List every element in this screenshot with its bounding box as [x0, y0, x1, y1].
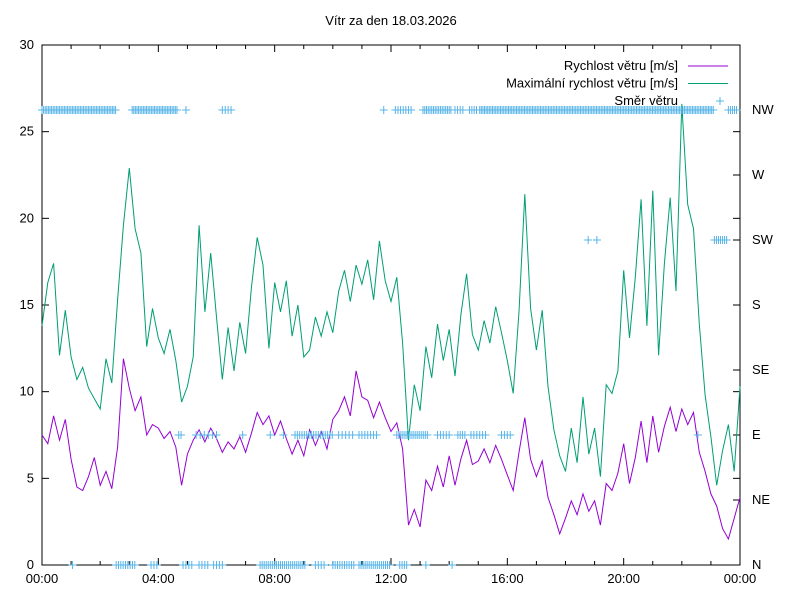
y2-axis-direction-label: E [752, 427, 761, 442]
y2-axis-direction-label: NE [752, 492, 770, 507]
y-axis-tick-label: 10 [20, 384, 34, 399]
y2-axis-direction-label: SW [752, 232, 774, 247]
y2-axis-direction-label: N [752, 557, 761, 572]
x-axis-tick-label: 00:00 [724, 571, 757, 586]
x-axis-tick-label: 08:00 [258, 571, 291, 586]
y2-axis-direction-label: SE [752, 362, 770, 377]
y-axis-tick-label: 25 [20, 124, 34, 139]
wind-speed-line [41, 358, 741, 541]
plot-border [41, 44, 741, 566]
max-wind-speed-line [41, 103, 741, 486]
y2-axis-direction-label: S [752, 297, 761, 312]
y-axis-tick-label: 20 [20, 210, 34, 225]
legend-label: Směr větru [614, 93, 678, 108]
x-axis-tick-label: 12:00 [375, 571, 408, 586]
x-axis-tick-label: 16:00 [491, 571, 524, 586]
y-axis-tick-label: 15 [20, 297, 34, 312]
y-axis-tick-label: 30 [20, 37, 34, 52]
y-axis-tick-label: 0 [27, 557, 34, 572]
x-axis-tick-label: 00:00 [26, 571, 59, 586]
y-axis-tick-label: 5 [27, 470, 34, 485]
x-axis-tick-label: 04:00 [142, 571, 175, 586]
chart-title: Vítr za den 18.03.2026 [325, 13, 457, 28]
y2-axis-direction-label: NW [752, 102, 774, 117]
legend-label: Maximální rychlost větru [m/s] [506, 76, 678, 91]
legend-label: Rychlost větru [m/s] [564, 58, 678, 73]
x-axis-tick-label: 20:00 [607, 571, 640, 586]
y2-axis-direction-label: W [752, 167, 765, 182]
